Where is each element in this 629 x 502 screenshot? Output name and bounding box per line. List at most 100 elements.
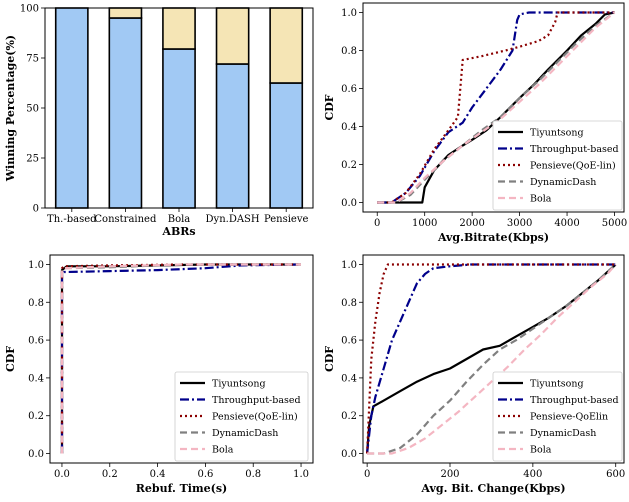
x-axis-label: Rebuf. Time(s): [136, 482, 227, 495]
y-tick-label: 0.4: [28, 373, 44, 384]
y-tick-label: 50: [26, 104, 39, 115]
x-tick-label: 0.6: [197, 469, 213, 480]
y-tick-label: 0: [33, 204, 39, 215]
series-line-dynamicdash: [377, 11, 616, 204]
x-tick-label: 400: [523, 469, 542, 480]
series-line-throughput-based: [60, 263, 302, 454]
y-tick-label: 0.0: [341, 198, 357, 209]
legend-label: Pensieve-QoElin: [530, 412, 608, 423]
x-tick-label: 0.2: [102, 469, 118, 480]
series-line-pensieve-qoe-lin-: [377, 11, 615, 204]
plot-frame: [362, 254, 625, 464]
x-tick-label: Th.-based: [47, 214, 97, 225]
y-tick-label: 0.6: [341, 336, 357, 347]
x-tick-label: 4000: [554, 218, 579, 229]
y-tick-label: 0.4: [341, 122, 357, 133]
x-tick-label: 2000: [459, 218, 484, 229]
bar-rest-2: [108, 7, 143, 19]
y-tick-label: 1.0: [28, 260, 44, 271]
legend-label: Bola: [530, 445, 552, 456]
y-axis-label: CDF: [4, 346, 17, 372]
y-axis-label: Winning Percentage(%): [4, 35, 17, 182]
y-tick-label: 75: [26, 54, 39, 65]
x-tick-label: 0.0: [54, 469, 70, 480]
y-tick-label: 0.2: [341, 411, 357, 422]
y-tick-label: 0.2: [28, 411, 44, 422]
y-tick-label: 1.0: [341, 260, 357, 271]
x-tick-label: 3000: [507, 218, 532, 229]
y-tick-label: 0.6: [28, 336, 44, 347]
legend-box: [174, 371, 309, 462]
legend: Tiyuntsong Throughput-based Pensieve(QoE-l…: [492, 120, 623, 211]
legend: Tiyuntsong Throughput-based Pensieve-QoEli…: [492, 371, 623, 462]
legend-label: Throughput-based: [530, 395, 619, 406]
x-tick-label: 0.8: [245, 469, 261, 480]
chart-panel-c: 0.0 0.2 0.4 0.6 0.8 1.0 0.0 0.2 0.4 0.6 0.8 1.0 Tiyu…: [4, 254, 314, 495]
x-tick-label: Dyn.DASH: [206, 214, 260, 225]
legend-label: Throughput-based: [530, 144, 619, 155]
y-tick-label: 100: [20, 4, 39, 15]
legend-label: Pensieve(QoE-lin): [212, 412, 298, 423]
series-line-throughput-based: [366, 263, 616, 454]
x-tick-label: 1000: [412, 218, 437, 229]
legend-label: Tiyuntsong: [530, 128, 584, 139]
y-tick-label: 0.2: [341, 160, 357, 171]
x-tick-label: 0: [364, 469, 370, 480]
y-tick-label: 0.4: [341, 373, 357, 384]
chart-panel-b: 0 1000 2000 3000 4000 5000 0.0 0.2 0.4 0.6 0.8 1.0 T…: [323, 2, 627, 244]
legend-label: DynamicDash: [530, 177, 596, 188]
legend-label: DynamicDash: [530, 428, 596, 439]
bar-rest-3: [162, 7, 196, 50]
y-tick-label: 0.8: [341, 46, 357, 57]
x-tick-label: 1.0: [293, 469, 309, 480]
x-axis-label: Avg. Bit. Change(Kbps): [420, 482, 565, 495]
y-tick-label: 0.0: [341, 449, 357, 460]
x-tick-label: Constrained: [94, 214, 157, 225]
x-tick-label: 200: [440, 469, 459, 480]
series-line-pensieve-qoelin: [366, 263, 616, 454]
x-tick-label: 600: [606, 469, 625, 480]
x-axis-label: Avg.Bitrate(Kbps): [437, 231, 549, 244]
series-line-throughput-based: [377, 11, 615, 204]
y-tick-label: 0.0: [28, 449, 44, 460]
y-tick-label: 0.8: [341, 298, 357, 309]
series-line-bola: [377, 11, 616, 204]
y-tick-label: 25: [26, 154, 39, 165]
legend: Tiyuntsong Throughput-based Pensieve(QoE-l…: [174, 371, 309, 462]
plot-frame: [49, 254, 314, 464]
y-axis-label: CDF: [323, 94, 336, 120]
y-tick-label: 1.0: [341, 8, 357, 19]
x-tick-label: Pensieve: [264, 214, 309, 225]
plot-frame: [44, 7, 314, 209]
chart-panel-d: 0 200 400 600 0.0 0.2 0.4 0.6 0.8 1.0 Tiyuntsong Th…: [323, 254, 625, 495]
legend-box: [492, 371, 623, 462]
x-tick-label: Bola: [168, 214, 191, 225]
series-line-bola: [60, 263, 301, 454]
legend-label: Pensieve(QoE-lin): [530, 161, 616, 172]
bar-win-2: [108, 17, 143, 209]
bar-rest-5: [269, 7, 304, 84]
bar-win-5: [269, 82, 304, 209]
legend-label: Throughput-based: [212, 395, 301, 406]
legend-label: Tiyuntsong: [530, 379, 584, 390]
bar-win-1: [54, 7, 89, 209]
legend-label: Bola: [212, 445, 234, 456]
x-tick-label: 0.4: [150, 469, 166, 480]
legend-label: Bola: [530, 194, 552, 205]
bar-rest-4: [215, 7, 250, 65]
x-tick-label: 5000: [602, 218, 627, 229]
x-axis-label: ABRs: [161, 225, 195, 238]
legend-label: Tiyuntsong: [212, 379, 266, 390]
y-tick-label: 0.6: [341, 84, 357, 95]
plot-frame: [362, 2, 625, 213]
bar-win-3: [162, 48, 196, 209]
y-axis-label: CDF: [323, 346, 336, 372]
legend-box: [492, 120, 623, 211]
legend-label: DynamicDash: [212, 428, 278, 439]
series-line-dynamicdash: [367, 263, 617, 455]
y-tick-label: 0.8: [28, 298, 44, 309]
bar-win-4: [215, 63, 250, 209]
